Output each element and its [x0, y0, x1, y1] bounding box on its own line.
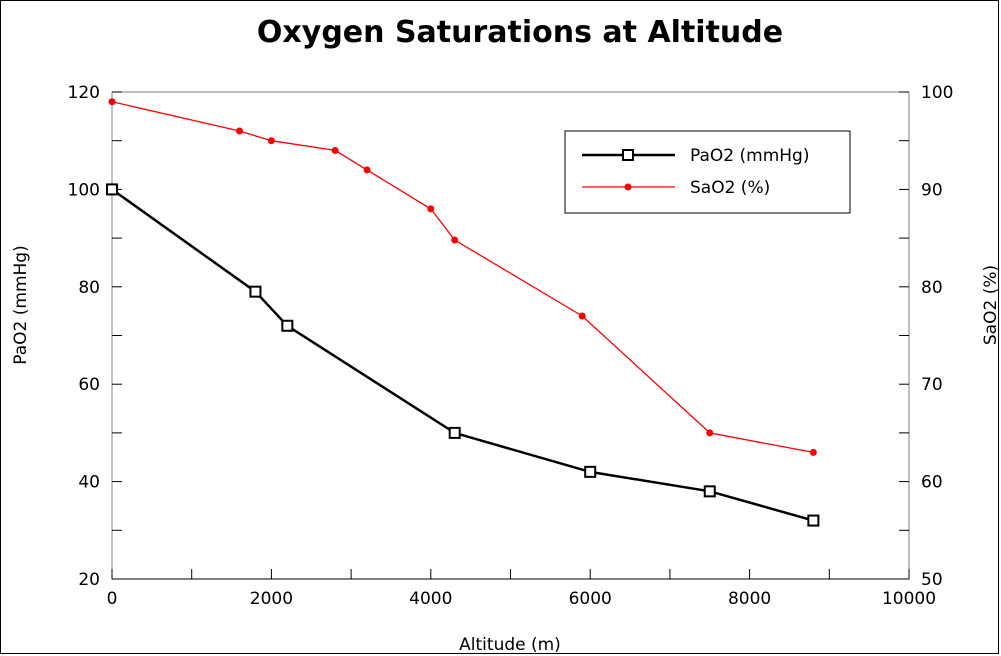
y-right-tick-label: 90	[921, 180, 943, 200]
y-left-tick-label: 40	[78, 473, 100, 493]
legend: PaO2 (mmHg) SaO2 (%)	[564, 130, 851, 214]
y-axis-left-label: PaO2 (mmHg)	[11, 245, 31, 364]
data-point	[451, 236, 459, 244]
y-right-tick-label: 60	[921, 473, 943, 493]
y-right-tick-label: 50	[921, 570, 943, 590]
x-axis-label: Altitude (m)	[459, 635, 561, 655]
legend-box	[564, 130, 851, 214]
legend-label: SaO2 (%)	[690, 178, 770, 198]
data-point	[427, 205, 435, 213]
data-point	[236, 127, 244, 135]
y-left-tick-label: 60	[78, 375, 100, 395]
data-point	[448, 426, 461, 439]
y-left-tick-label: 120	[68, 83, 100, 103]
data-point	[331, 146, 339, 154]
x-tick-label: 4000	[409, 589, 452, 609]
chart-title: Oxygen Saturations at Altitude	[257, 15, 783, 50]
y-left-tick-label: 20	[78, 570, 100, 590]
data-point	[249, 285, 262, 298]
data-point	[584, 465, 597, 478]
data-point	[363, 166, 371, 174]
series-line-1	[111, 188, 814, 522]
legend-marker	[624, 183, 632, 191]
y-left-tick-label: 80	[78, 278, 100, 298]
y-right-tick-label: 70	[921, 375, 943, 395]
legend-label: PaO2 (mmHg)	[690, 146, 809, 166]
data-point	[281, 319, 294, 332]
data-point	[106, 183, 118, 196]
series-layer	[106, 98, 820, 527]
series-line-2	[111, 101, 814, 454]
x-tick-label: 2000	[250, 589, 293, 609]
y-left-tick-label: 100	[68, 180, 100, 200]
data-point	[706, 429, 714, 437]
data-point	[108, 98, 116, 106]
y-right-tick-label: 80	[921, 278, 943, 298]
x-tick-label: 10000	[882, 589, 936, 609]
y-axis-right-label: SaO2 (%)	[981, 265, 1001, 345]
y-right-tick-label: 100	[921, 83, 953, 103]
x-tick-label: 8000	[728, 589, 771, 609]
legend-marker	[622, 149, 634, 161]
data-point	[267, 137, 275, 145]
data-point	[703, 485, 716, 498]
axes: 0 2000 4000 6000 8000 10000 20 40 60 80 100 120 50 60…	[68, 83, 954, 609]
x-tick-label: 0	[107, 589, 118, 609]
data-point	[578, 312, 586, 320]
x-tick-label: 6000	[569, 589, 612, 609]
data-point	[807, 514, 820, 527]
data-point	[809, 448, 817, 456]
